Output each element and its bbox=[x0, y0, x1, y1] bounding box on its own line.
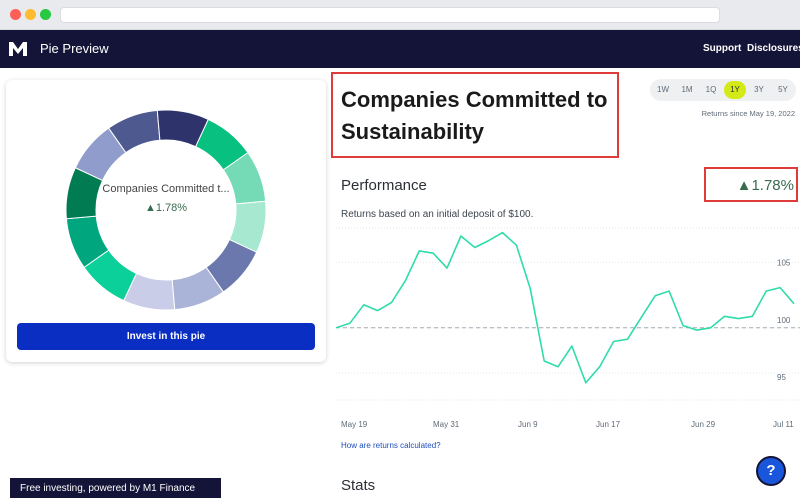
stats-heading: Stats bbox=[341, 477, 376, 494]
range-5y-button[interactable]: 5Y bbox=[778, 85, 788, 94]
x-tick-label: Jun 17 bbox=[596, 420, 621, 429]
maximize-window-button[interactable] bbox=[40, 9, 51, 20]
minimize-window-button[interactable] bbox=[25, 9, 36, 20]
top-navigation: Pie Preview Support Disclosures bbox=[0, 30, 800, 68]
invest-in-pie-button[interactable]: Invest in this pie bbox=[17, 323, 315, 350]
page-title: Companies Committed to Sustainability bbox=[341, 87, 608, 144]
y-tick-label: 100 bbox=[777, 316, 791, 325]
performance-subtitle: Returns based on an initial deposit of $… bbox=[341, 209, 534, 220]
donut-svg bbox=[65, 109, 267, 311]
pie-slice[interactable] bbox=[156, 109, 209, 148]
range-1q-button[interactable]: 1Q bbox=[705, 85, 717, 94]
donut-pie-name: Companies Committed t... bbox=[102, 183, 230, 195]
app-title: Pie Preview bbox=[40, 41, 109, 56]
browser-chrome bbox=[0, 0, 800, 30]
range-3y-button[interactable]: 3Y bbox=[754, 85, 764, 94]
performance-line-chart: 95 100 105 May 19 May 31 Jun 9 Jun 17 Jun 29 Jul… bbox=[336, 227, 800, 429]
address-bar[interactable] bbox=[60, 7, 720, 23]
x-tick-label: Jul 11 bbox=[773, 420, 794, 429]
returns-calculation-link[interactable]: How are returns calculated? bbox=[341, 441, 441, 450]
help-icon[interactable]: ? bbox=[756, 456, 786, 486]
x-tick-label: May 31 bbox=[433, 420, 460, 429]
performance-heading: Performance bbox=[341, 177, 427, 194]
disclosures-link[interactable]: Disclosures bbox=[747, 43, 800, 54]
footer-banner[interactable]: Free investing, powered by M1 Finance bbox=[10, 478, 221, 498]
pie-donut-chart: Companies Committed t... ▲1.78% bbox=[65, 109, 267, 311]
series-line[interactable] bbox=[336, 231, 795, 384]
title-highlight-box bbox=[331, 72, 619, 158]
returns-since-text: Returns since May 19, 2022 bbox=[701, 109, 795, 118]
x-tick-label: May 19 bbox=[341, 420, 368, 429]
y-tick-label: 95 bbox=[777, 373, 786, 382]
range-1m-button[interactable]: 1M bbox=[681, 85, 693, 94]
m1-logo-icon[interactable] bbox=[8, 39, 28, 59]
pie-card: Companies Committed t... ▲1.78% Invest i… bbox=[6, 80, 326, 362]
support-link[interactable]: Support bbox=[703, 43, 742, 54]
close-window-button[interactable] bbox=[10, 9, 21, 20]
performance-highlight-box bbox=[704, 167, 798, 202]
performance-value: ▲1.78% bbox=[736, 177, 794, 194]
time-range-selector: 1W 1M 1Q 1Y 3Y 5Y bbox=[650, 79, 796, 101]
x-tick-label: Jun 9 bbox=[518, 420, 538, 429]
range-1y-button[interactable]: 1Y bbox=[724, 81, 746, 99]
range-1w-button[interactable]: 1W bbox=[657, 85, 669, 94]
y-tick-label: 105 bbox=[777, 258, 791, 267]
x-tick-label: Jun 29 bbox=[691, 420, 716, 429]
donut-return-value: ▲1.78% bbox=[144, 202, 188, 214]
